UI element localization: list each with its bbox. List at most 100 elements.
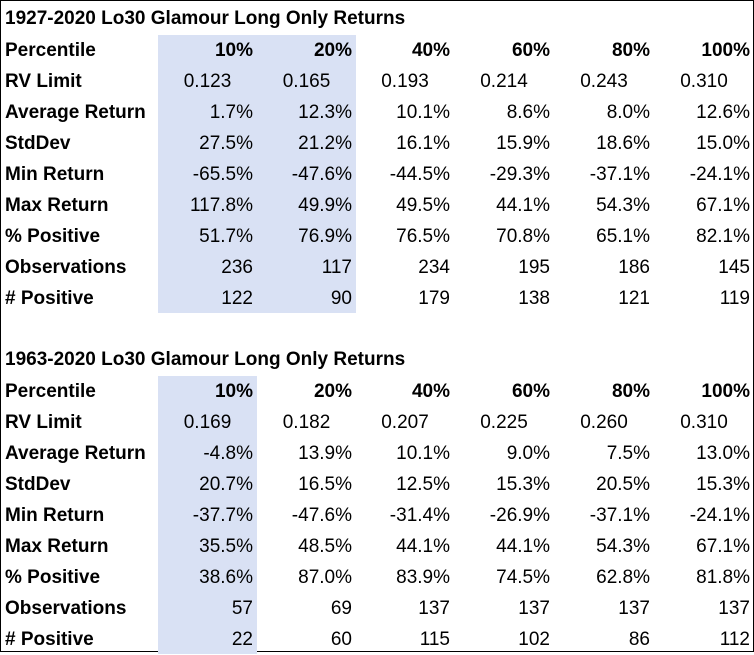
table-cell: 10.1% [396, 102, 450, 123]
table-cell: 54.3% [596, 536, 650, 557]
table-cell: 8.0% [606, 102, 650, 123]
column-header: 100% [701, 381, 750, 402]
row-label: Average Return [5, 443, 146, 464]
table-cell: 0.182 [282, 412, 331, 433]
column-header: 20% [313, 381, 352, 402]
table-cell: 0.243 [580, 71, 628, 92]
highlight-band [158, 35, 356, 313]
table-row: Min Return -37.7% -47.6% -31.4% -26.9% -37.1%… [0, 500, 754, 531]
row-label: # Positive [5, 288, 94, 309]
table-cell: 76.9% [298, 226, 352, 247]
table-cell: 138 [518, 288, 550, 309]
table-cell: 13.0% [696, 443, 750, 464]
table-cell: 0.193 [381, 71, 429, 92]
table-cell: 236 [221, 257, 253, 278]
table-cell: -26.9% [489, 505, 550, 526]
table-row: Average Return 1.7% 12.3% 10.1% 8.6% 8.0% 12.6… [0, 97, 754, 128]
row-label: % Positive [5, 567, 101, 588]
row-label: Min Return [5, 505, 105, 526]
column-header: 60% [511, 40, 550, 61]
table-cell: 0.225 [480, 412, 528, 433]
table-cell: 54.3% [596, 195, 650, 216]
table-title: 1927-2020 Lo30 Glamour Long Only Returns [5, 8, 406, 29]
table-cell: 8.6% [506, 102, 550, 123]
table-cell: 35.5% [199, 536, 253, 557]
column-header: 20% [313, 40, 352, 61]
table-cell: 1.7% [209, 102, 253, 123]
data-table: Percentile 10% 20% 40% 60% 80% 100% RV Limit 0.1… [0, 35, 754, 314]
returns-table-1963-2020: 1963-2020 Lo30 Glamour Long Only Returns… [0, 344, 754, 654]
table-cell: 0.310 [680, 412, 728, 433]
table-cell: 87.0% [298, 567, 352, 588]
table-row: % Positive 51.7% 76.9% 76.5% 70.8% 65.1% 82.1% [0, 221, 754, 252]
table-cell: 12.6% [696, 102, 750, 123]
table-cell: -31.4% [389, 505, 450, 526]
table-cell: 7.5% [606, 443, 650, 464]
table-cell: 137 [418, 598, 450, 619]
row-label: Min Return [5, 164, 105, 185]
table-cell: 0.207 [381, 412, 429, 433]
table-cell: 22 [231, 629, 253, 650]
table-cell: 16.1% [396, 133, 450, 154]
table-cell: -24.1% [689, 505, 750, 526]
column-header: 80% [611, 40, 650, 61]
table-cell: -44.5% [389, 164, 450, 185]
table-cell: 12.5% [396, 474, 450, 495]
table-cell: 65.1% [596, 226, 650, 247]
table-cell: 10.1% [396, 443, 450, 464]
table-cell: 195 [518, 257, 550, 278]
table-cell: -47.6% [291, 505, 352, 526]
returns-table-1927-2020: 1927-2020 Lo30 Glamour Long Only Returns… [0, 3, 754, 313]
table-cell: 44.1% [396, 536, 450, 557]
table-cell: 0.169 [183, 412, 232, 433]
table-cell: 119 [719, 288, 750, 309]
table-cell: 67.1% [696, 195, 750, 216]
table-cell: -37.1% [589, 164, 650, 185]
table-row: % Positive 38.6% 87.0% 83.9% 74.5% 62.8% 81.8% [0, 562, 754, 593]
column-header: 40% [411, 381, 450, 402]
table-cell: 62.8% [596, 567, 650, 588]
row-label: RV Limit [5, 412, 82, 433]
table-cell: -47.6% [291, 164, 352, 185]
table-cell: 117 [321, 257, 352, 278]
column-header: 60% [511, 381, 550, 402]
table-title: 1963-2020 Lo30 Glamour Long Only Returns [5, 349, 406, 370]
table-cell: 122 [221, 288, 253, 309]
table-cell: -37.1% [589, 505, 650, 526]
table-cell: 60 [330, 629, 352, 650]
table-cell: 117.8% [189, 195, 253, 216]
table-row: Max Return 35.5% 48.5% 44.1% 44.1% 54.3% 67.1% [0, 531, 754, 562]
table-cell: 15.3% [696, 474, 750, 495]
table-cell: 137 [718, 598, 750, 619]
row-label: Observations [5, 257, 127, 278]
table-cell: 49.9% [298, 195, 352, 216]
table-cell: 20.5% [596, 474, 650, 495]
table-cell: 234 [418, 257, 450, 278]
table-cell: -65.5% [192, 164, 253, 185]
column-header: 10% [214, 381, 253, 402]
table-cell: -24.1% [689, 164, 750, 185]
table-cell: 179 [418, 288, 450, 309]
table-cell: 67.1% [696, 536, 750, 557]
table-cell: 44.1% [496, 536, 550, 557]
table-row: # Positive 22 60 115 102 86 112 [0, 624, 754, 655]
table-row: StdDev 27.5% 21.2% 16.1% 15.9% 18.6% 15.0% [0, 128, 754, 159]
table-cell: 137 [518, 598, 550, 619]
table-cell: 186 [618, 257, 650, 278]
table-row: Average Return -4.8% 13.9% 10.1% 9.0% 7.5% 13.… [0, 438, 754, 469]
table-cell: 112 [719, 629, 750, 650]
table-row: RV Limit 0.123 0.165 0.193 0.214 0.243 0.310 [0, 66, 754, 97]
table-cell: 13.9% [298, 443, 352, 464]
table-cell: 27.5% [199, 133, 253, 154]
table-cell: 69 [330, 598, 352, 619]
table-cell: 20.7% [199, 474, 253, 495]
table-cell: 12.3% [298, 102, 352, 123]
table-cell: 145 [718, 257, 750, 278]
row-label: StdDev [5, 133, 71, 154]
table-row: Max Return 117.8% 49.9% 49.5% 44.1% 54.3% 67.1… [0, 190, 754, 221]
table-cell: 49.5% [396, 195, 450, 216]
table-row: Min Return -65.5% -47.6% -44.5% -29.3% -37.1%… [0, 159, 754, 190]
header-row: Percentile 10% 20% 40% 60% 80% 100% [0, 35, 754, 66]
header-row: Percentile 10% 20% 40% 60% 80% 100% [0, 376, 754, 407]
row-label: Max Return [5, 536, 109, 557]
